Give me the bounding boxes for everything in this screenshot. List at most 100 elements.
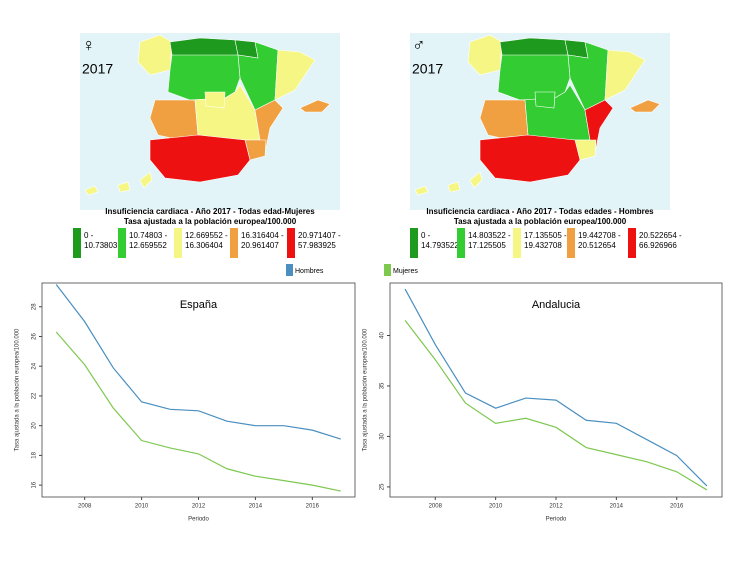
y-tick-label: 30: [380, 432, 386, 439]
legend-label: Hombres: [295, 268, 324, 275]
x-tick-label: 2010: [135, 504, 149, 510]
y-tick-label: 35: [380, 382, 386, 389]
x-tick-label: 2014: [610, 504, 624, 510]
legend-swatch: [384, 264, 391, 276]
y-axis-label: Tasa ajustada a la población europea/100…: [15, 328, 21, 451]
legend-swatch: [287, 228, 295, 258]
legend-label: 20.522654 -66.926966: [639, 231, 682, 250]
x-axis-label: Periodo: [546, 517, 567, 523]
y-tick-label: 26: [32, 333, 38, 340]
legend-label-part: 16.316404 -: [241, 231, 284, 240]
legend-label-part: 20.512654: [578, 241, 616, 250]
x-tick-label: 2016: [670, 504, 684, 510]
region-madrid: [534, 91, 556, 109]
legend-swatch: [628, 228, 636, 258]
legend-label: 20.971407 -57.983925: [298, 231, 341, 250]
region-canarias: [447, 181, 461, 193]
region-baleares: [629, 99, 661, 113]
legend-label-part: 19.442708 -: [578, 231, 621, 240]
legend-label-part: 14.793522: [421, 241, 459, 250]
legend-swatch: [174, 228, 182, 258]
region-castilla-leon: [497, 54, 571, 101]
x-tick-label: 2008: [429, 504, 443, 510]
x-axis-label: Periodo: [188, 517, 209, 523]
legend-swatch: [286, 264, 293, 276]
legend-swatch: [230, 228, 238, 258]
y-tick-label: 18: [32, 451, 38, 458]
region-cataluna: [604, 49, 646, 101]
region-extremadura: [479, 99, 529, 141]
legend-label: 16.316404 -20.961407: [241, 231, 284, 250]
y-tick-label: 40: [380, 331, 386, 338]
y-tick-label: 24: [32, 362, 38, 369]
x-tick-label: 2012: [192, 504, 206, 510]
legend-label-part: 57.983925: [298, 241, 336, 250]
series-line: [404, 319, 708, 491]
x-tick-label: 2012: [549, 504, 563, 510]
legend-label-part: 10.74803 -: [129, 231, 168, 240]
sex-symbol: ♀: [82, 35, 96, 55]
y-tick-label: 22: [32, 392, 38, 399]
legend-label-part: 0 -: [84, 231, 94, 240]
y-tick-label: 16: [32, 481, 38, 488]
plot-frame: [389, 282, 723, 498]
legend-label-part: 20.971407 -: [298, 231, 341, 240]
legend-label-part: 10.73803: [84, 241, 118, 250]
chart-title: Andalucia: [532, 299, 581, 311]
sex-symbol: ♂: [412, 35, 426, 55]
legend-label: 14.803522 -17.125505: [468, 231, 511, 250]
legend-swatch: [567, 228, 575, 258]
x-tick-label: 2008: [78, 504, 92, 510]
x-tick-label: 2016: [306, 504, 320, 510]
series-line: [55, 331, 341, 492]
y-axis-label: Tasa ajustada a la población europea/100…: [363, 328, 369, 451]
legend-label-part: 20.961407: [241, 241, 279, 250]
legend-label: 0 -14.793522: [421, 231, 459, 250]
legend-label-part: 66.926966: [639, 241, 677, 250]
legend-label-part: 12.669552 -: [185, 231, 228, 240]
y-tick-label: 28: [32, 303, 38, 310]
legend-label: 19.442708 -20.512654: [578, 231, 621, 250]
map-title: Insuficiencia cardiaca - Año 2017 - Toda…: [426, 207, 654, 216]
region-canarias: [117, 181, 131, 193]
legend-swatch: [513, 228, 521, 258]
chart-title: España: [180, 299, 218, 311]
legend-label: Mujeres: [393, 268, 418, 275]
legend-swatch: [118, 228, 126, 258]
x-tick-label: 2010: [489, 504, 503, 510]
legend-label: 17.135505 -19.432708: [524, 231, 567, 250]
series-line: [404, 288, 708, 487]
legend-label-part: 19.432708: [524, 241, 562, 250]
y-tick-label: 20: [32, 422, 38, 429]
region-castilla-leon: [167, 54, 241, 101]
legend-label-part: 0 -: [421, 231, 431, 240]
region-canarias: [139, 171, 153, 189]
map: ♂ 2017: [410, 33, 670, 210]
region-extremadura: [149, 99, 199, 141]
legend-swatch: [410, 228, 418, 258]
legend-label-part: 17.135505 -: [524, 231, 567, 240]
legend-label-part: 14.803522 -: [468, 231, 511, 240]
legend-label-part: 17.125505: [468, 241, 506, 250]
map-year: 2017: [412, 61, 443, 77]
legend-label: 10.74803 -12.659552: [129, 231, 168, 250]
region-canarias: [414, 185, 429, 196]
legend-label: 12.669552 -16.306404: [185, 231, 228, 250]
legend-label-part: 12.659552: [129, 241, 167, 250]
region-andalucia: [149, 134, 251, 183]
region-cataluna: [274, 49, 316, 101]
map-subtitle: Tasa ajustada a la población europea/100…: [124, 217, 297, 226]
legend-swatch: [73, 228, 81, 258]
region-valencia: [254, 99, 284, 149]
legend-swatch: [457, 228, 465, 258]
series-line: [55, 284, 341, 440]
legend-label: 0 -10.73803: [84, 231, 118, 250]
map-title: Insuficiencia cardiaca - Año 2017 - Toda…: [105, 207, 315, 216]
region-canarias: [84, 185, 99, 196]
legend-label-part: 16.306404: [185, 241, 223, 250]
map: ♀ 2017: [80, 33, 340, 210]
region-baleares: [299, 99, 331, 113]
legend-label-part: 20.522654 -: [639, 231, 682, 240]
map-subtitle: Tasa ajustada a la población europea/100…: [454, 217, 627, 226]
